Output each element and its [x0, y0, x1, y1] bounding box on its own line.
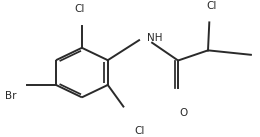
Text: Cl: Cl [207, 1, 217, 11]
Text: Cl: Cl [74, 4, 84, 14]
Text: NH: NH [147, 33, 162, 43]
Text: O: O [179, 108, 187, 118]
Text: Cl: Cl [134, 126, 144, 136]
Text: Br: Br [5, 91, 17, 101]
